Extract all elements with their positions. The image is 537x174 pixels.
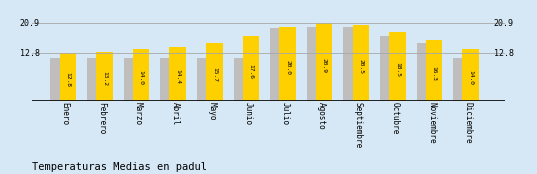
Bar xyxy=(462,49,479,101)
Bar xyxy=(389,32,405,101)
Text: 20.0: 20.0 xyxy=(285,60,290,75)
Bar xyxy=(50,58,60,101)
Bar xyxy=(96,52,113,101)
Bar xyxy=(270,28,279,101)
Bar xyxy=(60,53,76,101)
Text: 20.9: 20.9 xyxy=(494,19,514,28)
Text: 16.3: 16.3 xyxy=(432,66,437,81)
Text: 20.5: 20.5 xyxy=(358,59,364,74)
Bar xyxy=(353,25,369,101)
Bar xyxy=(197,58,206,101)
Text: 13.2: 13.2 xyxy=(102,71,107,86)
Bar xyxy=(133,49,149,101)
Bar xyxy=(206,43,222,101)
Bar xyxy=(234,58,243,101)
Bar xyxy=(426,40,442,101)
Bar xyxy=(453,58,462,101)
Text: 14.0: 14.0 xyxy=(468,70,473,85)
Bar xyxy=(344,27,353,101)
Text: 20.9: 20.9 xyxy=(322,58,326,73)
Bar xyxy=(307,27,316,101)
Text: 14.0: 14.0 xyxy=(139,70,143,85)
Bar xyxy=(417,43,426,101)
Bar xyxy=(87,58,96,101)
Text: 18.5: 18.5 xyxy=(395,62,400,77)
Text: 12.8: 12.8 xyxy=(494,49,514,58)
Bar xyxy=(124,58,133,101)
Text: 12.8: 12.8 xyxy=(19,49,40,58)
Bar xyxy=(243,35,259,101)
Bar xyxy=(380,36,389,101)
Text: Temperaturas Medias en padul: Temperaturas Medias en padul xyxy=(32,162,207,172)
Text: 14.4: 14.4 xyxy=(175,69,180,84)
Text: 15.7: 15.7 xyxy=(212,67,217,82)
Text: 20.9: 20.9 xyxy=(19,19,40,28)
Text: 12.8: 12.8 xyxy=(66,72,70,87)
Text: 17.6: 17.6 xyxy=(249,64,253,79)
Bar xyxy=(160,58,169,101)
Bar xyxy=(169,47,186,101)
Bar xyxy=(279,27,296,101)
Bar xyxy=(316,23,332,101)
